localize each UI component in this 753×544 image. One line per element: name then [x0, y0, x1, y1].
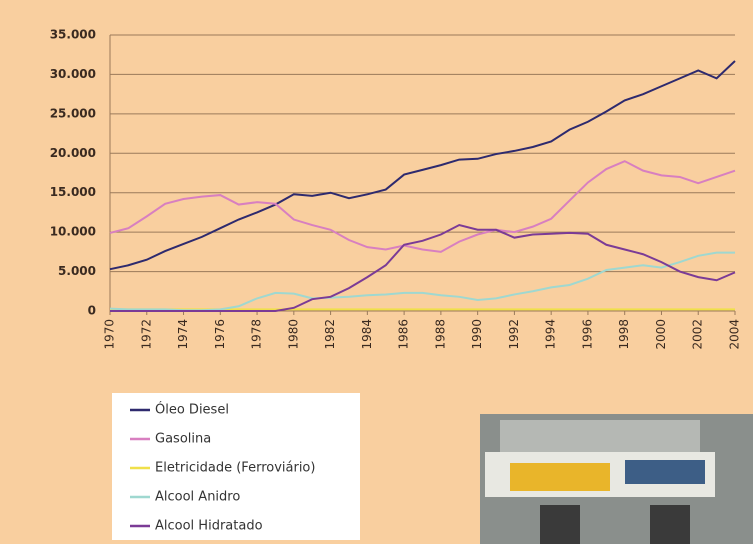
x-tick-label: 1996 — [580, 319, 594, 350]
x-tick-label: 2000 — [654, 319, 668, 350]
photo — [480, 414, 753, 544]
legend-label: Óleo Diesel — [155, 402, 229, 418]
x-tick-label: 2004 — [728, 319, 742, 350]
y-tick-label: 25.000 — [50, 106, 96, 120]
y-tick-label: 10.000 — [50, 225, 96, 239]
y-tick-label: 20.000 — [50, 146, 96, 160]
x-tick-label: 1974 — [176, 319, 190, 350]
y-tick-label: 5.000 — [58, 264, 96, 278]
x-tick-label: 1978 — [250, 319, 264, 350]
x-tick-label: 1986 — [397, 319, 411, 350]
x-tick-label: 1988 — [433, 319, 447, 350]
legend-label: Eletricidade (Ferroviário) — [155, 461, 315, 476]
x-tick-label: 1998 — [617, 319, 631, 350]
x-tick-label: 1972 — [139, 319, 153, 350]
x-tick-label: 1982 — [323, 319, 337, 350]
y-tick-label: 30.000 — [50, 67, 96, 81]
x-tick-label: 1970 — [103, 319, 117, 350]
legend-label: Gasolina — [155, 432, 211, 447]
legend-label: Alcool Anidro — [155, 490, 240, 505]
y-tick-label: 15.000 — [50, 185, 96, 199]
x-tick-label: 1990 — [470, 319, 484, 350]
y-tick-label: 35.000 — [50, 28, 96, 42]
x-tick-label: 1976 — [213, 319, 227, 350]
x-tick-label: 1980 — [286, 319, 300, 350]
x-tick-label: 2002 — [691, 319, 705, 350]
y-tick-label: 0 — [88, 304, 96, 318]
legend-label: Alcool Hidratado — [155, 519, 263, 534]
x-tick-label: 1994 — [544, 319, 558, 350]
x-tick-label: 1992 — [507, 319, 521, 350]
chart: 0 5.000 10.000 15.000 20.000 25.000 30.000 35.0… — [0, 0, 753, 544]
x-tick-label: 1984 — [360, 319, 374, 350]
